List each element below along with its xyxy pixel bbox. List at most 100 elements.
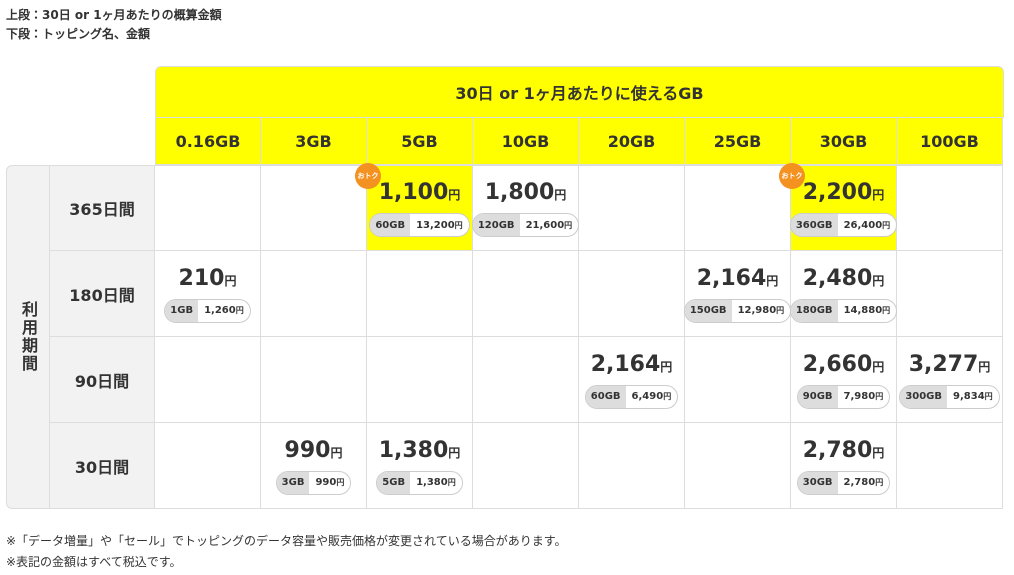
deal-badge: おトク (355, 163, 381, 189)
amount-unit: 円 (776, 306, 785, 315)
price-unit: 円 (448, 188, 461, 202)
topping-name: 60GB (370, 214, 411, 236)
table-cell (685, 165, 791, 251)
amount-value: 21,600 (525, 219, 565, 231)
table-cell: 2,200円 360GB 26,400 円 (789, 165, 898, 251)
topping-name: 120GB (472, 214, 520, 236)
table-cell (579, 251, 685, 337)
price-unit: 円 (872, 273, 885, 288)
note: 下段：トッピング名、金額 (6, 27, 151, 41)
price-unit: 円 (330, 445, 343, 460)
topping-pill: 180GB 14,880 円 (789, 298, 898, 323)
topping-pill: 60GB 13,200 円 (369, 213, 470, 237)
amount-unit: 円 (984, 392, 993, 401)
price: 2,480円 (803, 265, 885, 295)
topping-pill: 60GB 6,490 円 (584, 384, 679, 409)
price: 2,660円 (803, 351, 885, 381)
topping-name: 3GB (276, 471, 310, 494)
price-value: 1,800 (484, 180, 555, 205)
table-cell: 1,100円 60GB 13,200 円 (367, 165, 473, 251)
price-value: 2,200 (802, 180, 873, 205)
column-header: 30GB (791, 118, 897, 165)
price: 210円 (179, 265, 237, 295)
amount-value: 9,834 (953, 391, 985, 402)
table-cell (473, 337, 579, 423)
amount-value: 12,980 (737, 305, 777, 316)
amount-value: 26,400 (843, 219, 883, 231)
price: 2,164円 (697, 265, 779, 295)
price-unit: 円 (660, 359, 673, 374)
price-value: 210 (178, 265, 225, 291)
table-cell (155, 423, 261, 509)
price: 1,800円 (485, 179, 567, 209)
price-value: 1,380 (378, 437, 449, 463)
price: 1,380円 (379, 437, 461, 467)
price-unit: 円 (554, 188, 567, 202)
topping-amount: 14,880 円 (838, 300, 897, 322)
table-cell (261, 337, 367, 423)
topping-name: 1GB (165, 299, 199, 322)
amount-value: 7,980 (843, 391, 876, 402)
table-cell (897, 423, 1003, 509)
amount-unit: 円 (875, 392, 884, 401)
column-header: 0.16GB (155, 118, 261, 165)
table-cell: 2,660円 90GB 7,980 円 (791, 337, 897, 423)
table-cell (897, 165, 1003, 251)
topping-name: 180GB (790, 299, 838, 322)
column-header: 100GB (897, 118, 1003, 165)
topping-name: 360GB (790, 214, 838, 236)
topping-pill: 3GB 990 円 (275, 470, 352, 495)
topping-amount: 7,980 円 (838, 386, 890, 408)
price: 2,780円 (803, 437, 885, 467)
topping-amount: 1,380 円 (410, 472, 462, 494)
price-value: 2,480 (802, 265, 873, 291)
topping-pill: 30GB 2,780 円 (796, 470, 891, 495)
price-value: 2,780 (802, 437, 873, 463)
topping-pill: 300GB 9,834 円 (899, 384, 1000, 409)
row-label: 90日間 (50, 337, 155, 423)
table-cell: 2,780円 30GB 2,780 円 (791, 423, 897, 509)
topping-name: 150GB (684, 299, 732, 322)
table-cell (685, 423, 791, 509)
price-value: 2,164 (696, 265, 767, 291)
column-header: 20GB (579, 118, 685, 165)
price-value: 3,277 (908, 351, 979, 377)
amount-unit: 円 (663, 392, 672, 401)
table-cell (685, 337, 791, 423)
topping-name: 90GB (797, 385, 838, 408)
amount-value: 2,780 (843, 477, 876, 488)
table-cell: 990円 3GB 990 円 (261, 423, 367, 509)
note: 上段：30日 or 1ヶ月あたりの概算金額 (6, 8, 222, 22)
column-header: 3GB (261, 118, 367, 165)
amount-unit: 円 (447, 478, 456, 487)
topping-amount: 26,400 円 (838, 214, 897, 236)
table-cell (579, 423, 685, 509)
row-label: 180日間 (50, 251, 155, 337)
row-label: 30日間 (50, 423, 155, 509)
amount-value: 1,260 (204, 305, 236, 316)
price: 2,200円 (803, 179, 885, 209)
row-label: 365日間 (50, 165, 155, 251)
note: ※「データ増量」や「セール」でトッピングのデータ容量や販売価格が変更されている場… (6, 534, 567, 548)
amount-unit: 円 (882, 306, 891, 315)
price-unit: 円 (224, 273, 237, 288)
amount-value: 6,490 (631, 391, 664, 402)
price-unit: 円 (872, 445, 885, 460)
amount-unit: 円 (882, 220, 891, 230)
table-cell (261, 165, 367, 251)
topping-amount: 12,980 円 (732, 300, 791, 322)
amount-unit: 円 (875, 478, 884, 487)
price-unit: 円 (766, 273, 779, 288)
topping-amount: 13,200 円 (410, 214, 469, 236)
topping-pill: 1GB 1,260 円 (164, 298, 251, 323)
amount-unit: 円 (564, 220, 573, 230)
price-value: 2,164 (590, 351, 661, 377)
amount-value: 14,880 (843, 305, 883, 316)
table-cell: 2,480円 180GB 14,880 円 (789, 251, 898, 337)
topping-name: 5GB (377, 471, 411, 494)
amount-value: 13,200 (416, 219, 455, 231)
note: ※表記の金額はすべて税込です。 (6, 555, 182, 569)
topping-amount: 6,490 円 (626, 386, 678, 408)
topping-pill: 5GB 1,380 円 (376, 470, 463, 495)
column-header: 5GB (367, 118, 473, 165)
